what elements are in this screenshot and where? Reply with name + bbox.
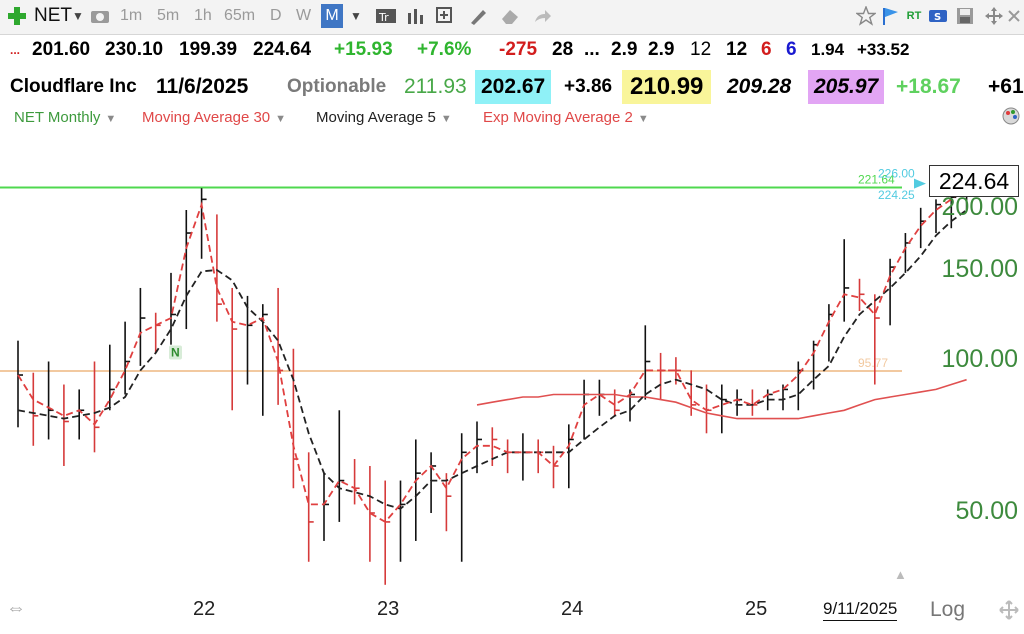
quote-date: 11/6/2025 — [156, 75, 249, 98]
company-name: Cloudflare Inc — [10, 76, 137, 97]
quote-value-8: 6 — [761, 39, 772, 60]
quote-value-2: 28 — [552, 39, 574, 60]
ema2-line — [17, 186, 968, 524]
period-65m[interactable]: 65m — [224, 7, 256, 24]
info-value-6: 205.97 — [808, 70, 885, 104]
text-tool-icon[interactable]: Tr — [374, 4, 398, 28]
last-price-arrow — [914, 178, 926, 189]
period-1m[interactable]: 1m — [120, 7, 143, 24]
info-value-8: +61 — [988, 75, 1024, 98]
share-arrow-icon[interactable] — [530, 4, 554, 28]
chevron-down-icon: ▼ — [440, 113, 452, 125]
quote-value-1: -275 — [499, 39, 538, 60]
legend-label: Moving Average 5 — [316, 109, 436, 126]
legend-label: Moving Average 30 — [142, 109, 271, 126]
n-marker-bg — [169, 345, 182, 360]
star-icon[interactable] — [854, 4, 878, 28]
info-value-1: 211.93 — [404, 75, 467, 98]
x-tick-label: 22 — [193, 598, 216, 620]
x-tick-label: 25 — [745, 598, 768, 620]
legend-ema2[interactable]: Exp Moving Average 2 ▼ — [483, 109, 649, 128]
period-d[interactable]: D — [270, 7, 282, 24]
scroll-arrows-icon[interactable]: ⇔ — [6, 597, 26, 619]
green-plus-icon[interactable] — [6, 4, 28, 28]
legend-ma30[interactable]: Moving Average 30 ▼ — [142, 109, 286, 128]
chevron-down-icon: ▼ — [105, 113, 117, 125]
price-level-label: 224.25 — [878, 188, 915, 202]
save-icon[interactable] — [954, 4, 976, 28]
y-tick-label: 200.00 — [941, 193, 1018, 221]
y-tick-label: 100.00 — [941, 345, 1018, 373]
info-row: Cloudflare Inc 11/6/2025 Optionable 211.… — [0, 70, 1024, 104]
symbol-dropdown-icon[interactable]: ▼ — [72, 9, 84, 23]
svg-text:S: S — [934, 12, 941, 23]
quote-value-7: 12 — [726, 39, 748, 60]
screen-icon[interactable]: S — [928, 4, 950, 28]
quote-ellipsis: ... — [10, 43, 21, 57]
info-value-4: 210.99 — [622, 70, 712, 104]
x-tick-label: 24 — [561, 598, 584, 620]
expand-icon[interactable] — [999, 600, 1019, 625]
toolbar: NET ▼ 1m 5m 1h 65m D W M ▼ Tr RT S — [0, 0, 1024, 35]
log-scale-button[interactable]: Log — [930, 598, 966, 621]
chevron-down-icon: ▼ — [637, 113, 649, 125]
eraser-icon[interactable] — [498, 4, 522, 28]
quote-value-6: 12 — [690, 39, 712, 60]
move-icon[interactable] — [983, 4, 1005, 28]
horizontal-line-label: 221.64 — [858, 173, 895, 187]
quote-value-9: 6 — [786, 39, 797, 60]
legend-ma5[interactable]: Moving Average 5 ▼ — [316, 109, 452, 128]
price-change: +15.93 — [334, 39, 393, 60]
quote-value-4: 2.9 — [611, 39, 638, 60]
x-tick-label: 23 — [377, 598, 400, 620]
close-icon[interactable] — [1006, 4, 1022, 28]
period-m[interactable]: M — [321, 4, 343, 28]
price-chart[interactable]: 221.64 95.77 226.00 224.25 N — [0, 128, 1024, 634]
close-price: 224.64 — [253, 39, 312, 60]
legend-label: Exp Moving Average 2 — [483, 109, 633, 126]
info-value-2: 202.67 — [475, 70, 552, 104]
svg-text:Tr: Tr — [378, 11, 389, 24]
quote-row: ... 201.60 230.10 199.39 224.64 +15.93 +… — [0, 36, 1024, 64]
scroll-up-icon[interactable]: ▲ — [894, 567, 907, 582]
cursor-date-label: 9/11/2025 — [823, 598, 898, 621]
ma5-line — [17, 209, 968, 510]
palette-icon[interactable] — [1002, 107, 1020, 130]
info-value-7: +18.67 — [896, 75, 961, 98]
n-marker: N — [171, 346, 180, 360]
quote-value-5: 2.9 — [648, 39, 675, 60]
ma30-line — [476, 378, 967, 420]
period-1h[interactable]: 1h — [194, 7, 212, 24]
info-value-3: +3.86 — [564, 76, 613, 97]
camera-icon[interactable] — [88, 4, 112, 28]
high-price: 230.10 — [105, 39, 164, 60]
rt-icon[interactable]: RT — [906, 10, 922, 22]
horizontal-line-label: 95.77 — [858, 356, 888, 370]
y-tick-label: 50.00 — [955, 497, 1018, 525]
optionable-label: Optionable — [287, 76, 387, 97]
add-study-icon[interactable] — [434, 4, 458, 28]
legend-net-monthly[interactable]: NET Monthly ▼ — [14, 109, 116, 128]
info-value-5: 209.28 — [727, 75, 792, 98]
chevron-down-icon: ▼ — [275, 113, 287, 125]
price-level-label: 226.00 — [878, 166, 915, 180]
symbol-label[interactable]: NET — [34, 5, 72, 26]
quote-value-10: 1.94 — [811, 40, 845, 59]
y-tick-label: 150.00 — [941, 255, 1018, 283]
legend-label: NET Monthly — [14, 109, 101, 126]
low-price: 199.39 — [179, 39, 238, 60]
legend: NET Monthly ▼ Moving Average 30 ▼ Moving A… — [0, 107, 1024, 129]
open-price: 201.60 — [32, 39, 91, 60]
period-w[interactable]: W — [296, 7, 312, 24]
price-change-pct: +7.6% — [417, 39, 472, 60]
quote-value-3: ... — [584, 39, 600, 60]
flag-icon[interactable] — [881, 4, 901, 28]
period-dropdown-icon[interactable]: ▼ — [350, 9, 362, 23]
bar-chart-icon[interactable] — [404, 4, 428, 28]
period-5m[interactable]: 5m — [157, 7, 180, 24]
pencil-icon[interactable] — [466, 4, 490, 28]
quote-value-11: +33.52 — [857, 40, 910, 59]
last-price-box: 224.64 — [929, 165, 1019, 197]
